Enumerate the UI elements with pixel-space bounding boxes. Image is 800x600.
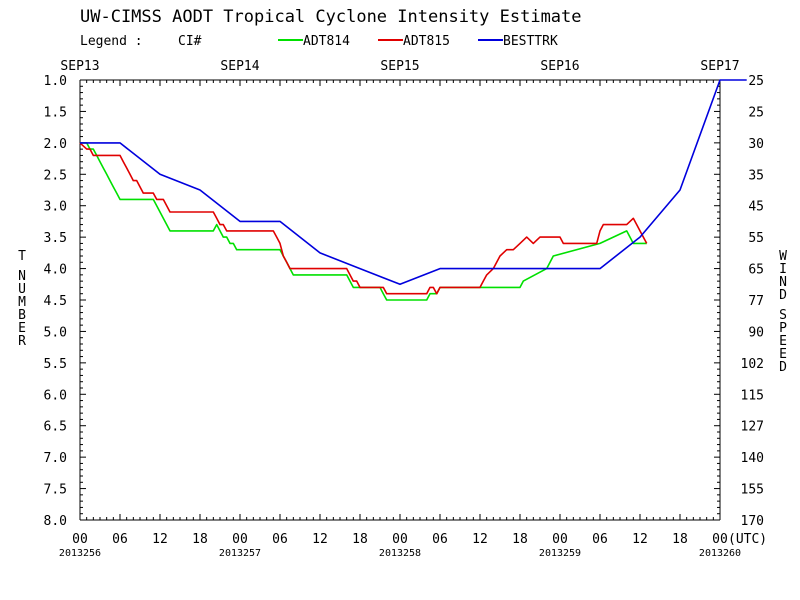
legend: ADT814 ADT815 BESTTRK	[278, 34, 558, 49]
date-label: SEP17	[700, 59, 739, 74]
date-labels: SEP13 SEP14 SEP15 SEP16 SEP17	[60, 59, 739, 74]
legend-entry-besttrk: BESTTRK	[503, 34, 558, 49]
series-line-besttrk	[80, 79, 747, 286]
y-tick-label-right: 102	[741, 357, 764, 372]
y-axis-title-left: N	[18, 269, 26, 284]
date-label: SEP14	[220, 59, 259, 74]
y-tick-label-left: 4.5	[44, 294, 67, 309]
y-tick-label-right: 127	[741, 420, 764, 435]
y-tick-label-left: 2.0	[44, 137, 67, 152]
y-tick-label-right: 155	[741, 483, 764, 498]
x-tick-label: 00	[232, 532, 248, 547]
x-tick-label: 06	[112, 532, 128, 547]
chart-title: UW-CIMSS AODT Tropical Cyclone Intensity…	[80, 7, 582, 27]
julian-date-label: 2013260	[699, 548, 741, 559]
x-tick-label: 18	[512, 532, 528, 547]
y-tick-label-left: 7.0	[44, 451, 67, 466]
y-axis-title-left: T	[18, 249, 26, 264]
x-tick-label: 18	[192, 532, 208, 547]
y-tick-label-left: 7.5	[44, 483, 67, 498]
y-axis-title-right: E	[779, 347, 787, 362]
y-tick-label-left: 1.0	[44, 74, 67, 89]
y-axis-title-left: U	[18, 282, 26, 297]
julian-date-label: 2013258	[379, 548, 421, 559]
y-axis-title-left: E	[18, 321, 26, 336]
y-axis-title-right: W	[779, 249, 787, 264]
y-tick-label-right: 65	[748, 263, 764, 278]
x-tick-label: 12	[632, 532, 648, 547]
legend-ci-label: CI#	[178, 34, 202, 49]
axis-ticks: 00 06 12 18 00 06 12 18 00 06 12 18 00 06 12 18 00 (UTC)2…	[44, 74, 768, 559]
y-axis-title-left: R	[18, 334, 26, 349]
x-tick-label: 18	[672, 532, 688, 547]
y-axis-title-right: N	[779, 275, 787, 290]
x-tick-label: 00	[72, 532, 88, 547]
y-tick-label-left: 2.5	[44, 168, 67, 183]
x-unit-label: (UTC)	[728, 532, 767, 547]
y-tick-label-right: 77	[748, 294, 764, 309]
y-tick-label-left: 5.5	[44, 357, 67, 372]
y-tick-label-right: 140	[741, 451, 764, 466]
x-tick-label: 06	[432, 532, 448, 547]
date-label: SEP13	[60, 59, 99, 74]
date-label: SEP16	[540, 59, 579, 74]
julian-date-label: 2013259	[539, 548, 581, 559]
x-tick-label: 00	[712, 532, 728, 547]
legend-entry-adt815: ADT815	[403, 34, 450, 49]
y-tick-label-right: 30	[748, 137, 764, 152]
x-tick-label: 06	[272, 532, 288, 547]
x-tick-label: 12	[472, 532, 488, 547]
y-axis-title-left: M	[18, 295, 26, 310]
y-tick-label-left: 3.0	[44, 200, 67, 215]
x-tick-label: 12	[312, 532, 328, 547]
series-line-adt814	[80, 142, 647, 301]
y-tick-label-left: 5.0	[44, 325, 67, 340]
julian-date-label: 2013256	[59, 548, 101, 559]
y-tick-label-left: 6.0	[44, 388, 67, 403]
y-tick-label-right: 25	[748, 105, 764, 120]
y-axis-title-right: D	[779, 288, 787, 303]
x-tick-label: 18	[352, 532, 368, 547]
x-tick-label: 06	[592, 532, 608, 547]
y-axis-title-right: D	[779, 360, 787, 375]
y-tick-label-right: 115	[741, 388, 764, 403]
y-tick-label-left: 3.5	[44, 231, 67, 246]
x-tick-label: 12	[152, 532, 168, 547]
y-axis-title-right: E	[779, 334, 787, 349]
y-axis-title-right: P	[779, 321, 787, 336]
y-tick-label-right: 45	[748, 200, 764, 215]
data-series	[79, 79, 747, 301]
y-tick-label-left: 6.5	[44, 420, 67, 435]
legend-label: Legend :	[80, 34, 143, 49]
x-tick-label: 00	[392, 532, 408, 547]
julian-date-label: 2013257	[219, 548, 261, 559]
y-tick-label-right: 35	[748, 168, 764, 183]
date-label: SEP15	[380, 59, 419, 74]
y-tick-label-right: 55	[748, 231, 764, 246]
y-axis-title-right: I	[779, 262, 787, 277]
legend-entry-adt814: ADT814	[303, 34, 350, 49]
y-axis-title-right: S	[779, 308, 787, 323]
y-tick-label-left: 4.0	[44, 263, 67, 278]
series-line-adt815	[79, 142, 648, 295]
y-tick-label-left: 1.5	[44, 105, 67, 120]
y-tick-label-right: 170	[741, 514, 764, 529]
x-tick-label: 00	[552, 532, 568, 547]
y-tick-label-right: 90	[748, 325, 764, 340]
y-tick-label-left: 8.0	[44, 514, 67, 529]
y-tick-label-right: 25	[748, 74, 764, 89]
y-axis-title-left: B	[18, 308, 26, 323]
